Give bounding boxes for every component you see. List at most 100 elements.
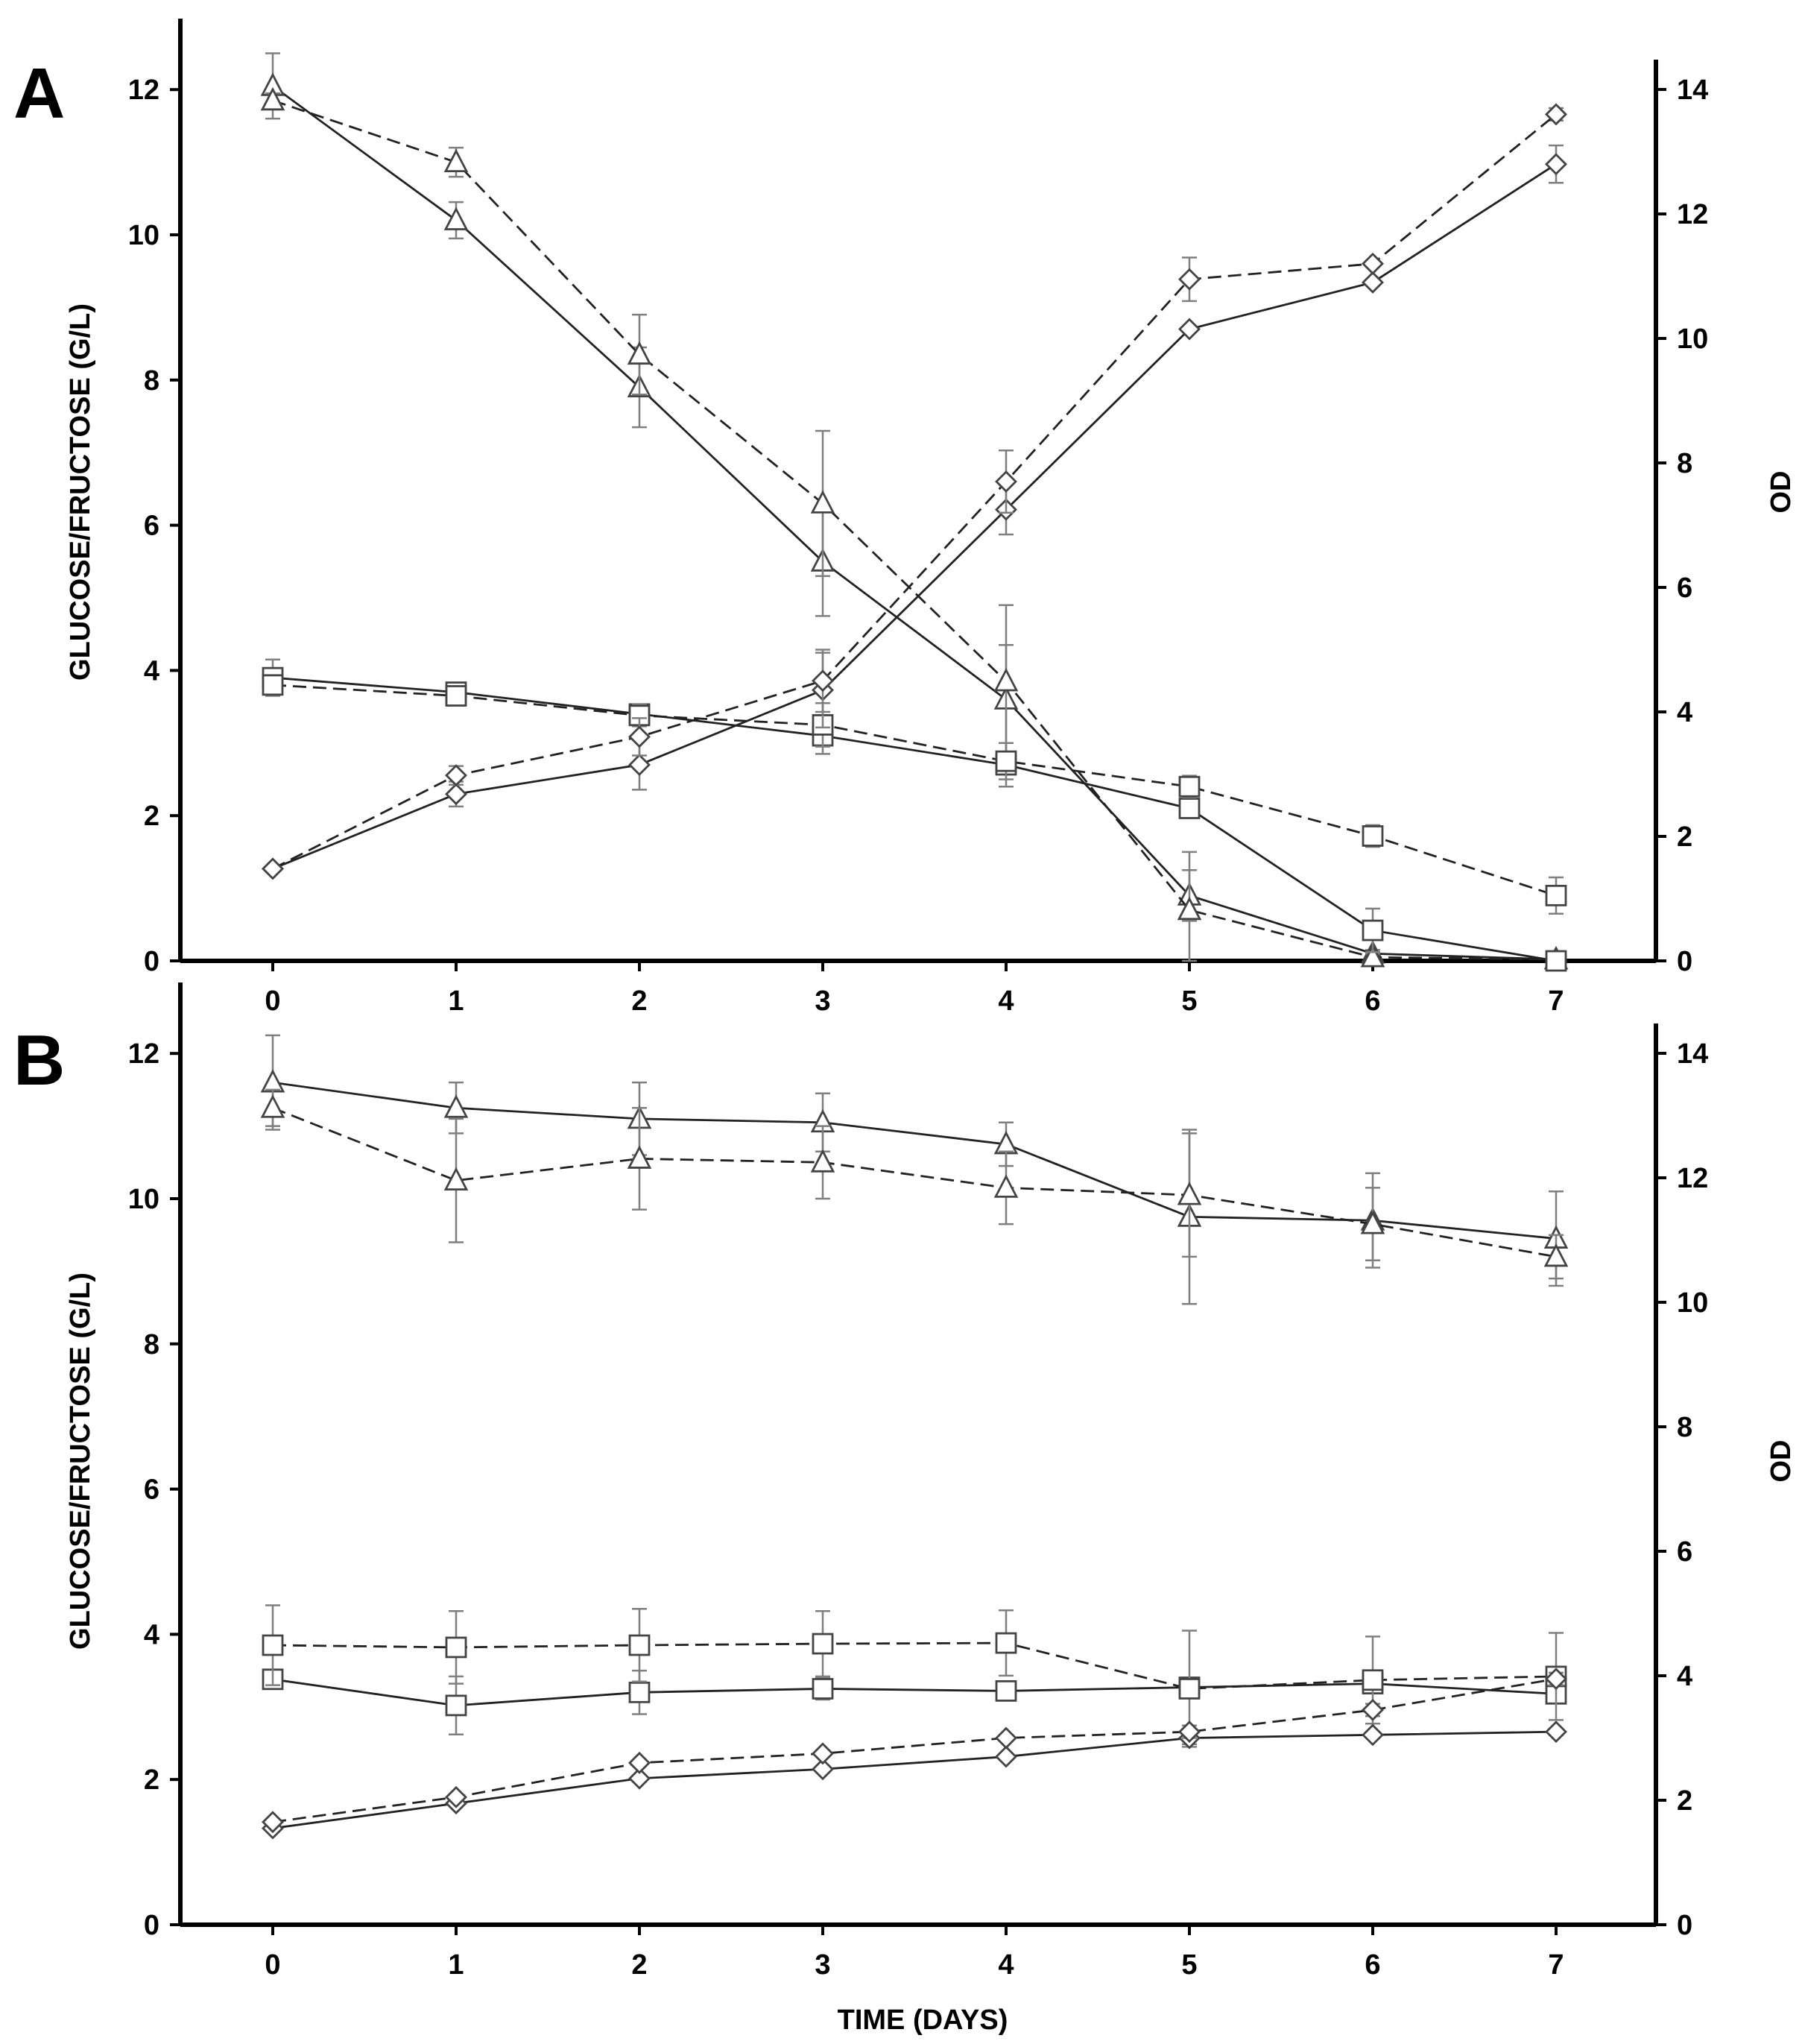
series-line bbox=[272, 684, 1557, 897]
data-point-triangle bbox=[993, 1174, 1019, 1198]
data-point-square bbox=[995, 1679, 1017, 1702]
panel-a-series bbox=[260, 52, 1569, 972]
panel-a-y2-tick-label: 4 bbox=[1677, 697, 1692, 728]
panel-a-x-tick-label: 6 bbox=[1365, 985, 1380, 1017]
data-point-square bbox=[1178, 1678, 1201, 1700]
data-point-triangle bbox=[627, 341, 652, 365]
data-point-diamond bbox=[628, 753, 651, 776]
series-line bbox=[272, 99, 1557, 961]
panel-a-x-tick-label: 4 bbox=[998, 985, 1014, 1017]
panel-b-y-tick-label: 10 bbox=[128, 1184, 159, 1215]
data-point-triangle bbox=[810, 490, 835, 514]
panel-b-y-tick-label: 12 bbox=[128, 1038, 159, 1070]
panel-b-y-tick-label: 2 bbox=[144, 1764, 159, 1796]
panel-a-y2-tick-label: 10 bbox=[1677, 324, 1708, 355]
panel-b-series-triangle-dashed bbox=[260, 1088, 1569, 1280]
panel-a-series-diamond-dashed bbox=[262, 103, 1567, 880]
data-point-square bbox=[445, 1694, 467, 1717]
panel-b-y2-tick-label: 6 bbox=[1677, 1536, 1692, 1568]
data-point-diamond bbox=[1545, 153, 1567, 176]
data-point-square bbox=[262, 674, 284, 696]
panel-a-y-tick-label: 0 bbox=[144, 946, 159, 977]
panel-b-series-diamond-dashed bbox=[262, 1668, 1567, 1834]
panel-b-y2-tick-label: 0 bbox=[1677, 1910, 1692, 1941]
panel-b-y-tick-label: 6 bbox=[144, 1474, 159, 1506]
data-point-square bbox=[1362, 825, 1384, 847]
data-point-diamond bbox=[1545, 103, 1567, 126]
data-point-triangle bbox=[1177, 896, 1202, 921]
panel-b-series-square-dashed bbox=[262, 1604, 1567, 1748]
data-point-diamond bbox=[1362, 1698, 1384, 1721]
panel-a: A GLUCOSE/FRUCTOSE (G/L) OD 024681012024… bbox=[13, 19, 1797, 1017]
panel-a-y-tick-label: 4 bbox=[144, 655, 159, 687]
panel-b-y2-tick-label: 4 bbox=[1677, 1661, 1692, 1692]
panel-b-y2-tick-label: 2 bbox=[1677, 1785, 1692, 1817]
panel-b-y-tick-label: 0 bbox=[144, 1910, 159, 1941]
panel-b-x-tick-label: 3 bbox=[815, 1949, 830, 1981]
panel-a-y2-tick-label: 2 bbox=[1677, 821, 1692, 853]
data-point-diamond bbox=[628, 1751, 651, 1774]
panel-b-y2-tick-label: 10 bbox=[1677, 1287, 1708, 1319]
data-point-square bbox=[1178, 775, 1201, 798]
data-point-triangle bbox=[993, 667, 1019, 692]
data-point-square bbox=[1545, 884, 1567, 906]
panel-b-y-tick-label: 8 bbox=[144, 1329, 159, 1360]
data-point-square bbox=[628, 1634, 651, 1656]
panel-a-y-tick-label: 8 bbox=[144, 365, 159, 397]
data-point-diamond bbox=[812, 669, 834, 693]
data-point-square bbox=[812, 1633, 834, 1655]
panel-a-y2-tick-label: 14 bbox=[1677, 75, 1708, 106]
data-point-square bbox=[995, 750, 1017, 772]
panel-b-x-tick-label: 0 bbox=[265, 1949, 280, 1981]
data-point-triangle bbox=[1360, 1211, 1385, 1234]
data-point-square bbox=[628, 1681, 651, 1703]
data-point-triangle bbox=[260, 86, 285, 111]
series-line bbox=[272, 1106, 1557, 1258]
data-point-diamond bbox=[1545, 1720, 1567, 1744]
data-point-triangle bbox=[1543, 1243, 1569, 1267]
panel-a-x-tick-label: 1 bbox=[448, 985, 464, 1017]
data-point-square bbox=[1545, 950, 1567, 972]
data-point-diamond bbox=[445, 783, 467, 806]
data-point-diamond bbox=[1545, 1668, 1567, 1691]
panel-a-y2-tick-label: 8 bbox=[1677, 448, 1692, 479]
data-point-triangle bbox=[627, 1145, 652, 1169]
data-point-triangle bbox=[1177, 1182, 1202, 1205]
data-point-diamond bbox=[1178, 268, 1201, 291]
data-point-diamond bbox=[628, 1767, 651, 1790]
data-point-square bbox=[445, 685, 467, 707]
data-point-triangle bbox=[1360, 944, 1385, 968]
panel-a-x-tick-label: 3 bbox=[815, 985, 830, 1017]
data-point-diamond bbox=[1178, 1720, 1201, 1744]
data-point-diamond bbox=[995, 1726, 1017, 1750]
series-line bbox=[272, 1677, 1557, 1823]
panel-a-y-tick-label: 12 bbox=[128, 75, 159, 106]
series-line bbox=[272, 1730, 1557, 1829]
data-point-diamond bbox=[812, 1742, 834, 1765]
panel-b-x-tick-label: 6 bbox=[1365, 1949, 1380, 1981]
series-line bbox=[272, 1678, 1557, 1707]
panel-b-x-tick-label: 5 bbox=[1181, 1949, 1197, 1981]
data-point-triangle bbox=[443, 148, 469, 173]
panel-a-x-tick-label: 5 bbox=[1181, 985, 1197, 1017]
data-point-diamond bbox=[812, 1758, 834, 1781]
data-point-square bbox=[1178, 798, 1201, 819]
panel-b: B GLUCOSE/FRUCTOSE (G/L) OD TIME (DAYS) … bbox=[13, 982, 1797, 2036]
panel-a-x-tick-label: 2 bbox=[631, 985, 647, 1017]
data-point-triangle bbox=[260, 1094, 285, 1118]
data-point-diamond bbox=[628, 725, 651, 748]
data-point-triangle bbox=[443, 1167, 469, 1191]
data-point-diamond bbox=[995, 470, 1017, 493]
data-point-square bbox=[995, 1632, 1017, 1654]
data-point-diamond bbox=[1178, 318, 1201, 341]
panel-b-y2-tick-label: 12 bbox=[1677, 1163, 1708, 1194]
panel-a-y-tick-label: 2 bbox=[144, 801, 159, 832]
panel-a-x-tick-label: 0 bbox=[265, 985, 280, 1017]
data-point-diamond bbox=[995, 1745, 1017, 1768]
panel-a-y2-axis-title: OD bbox=[1765, 471, 1797, 514]
panel-a-y-tick-label: 10 bbox=[128, 220, 159, 251]
